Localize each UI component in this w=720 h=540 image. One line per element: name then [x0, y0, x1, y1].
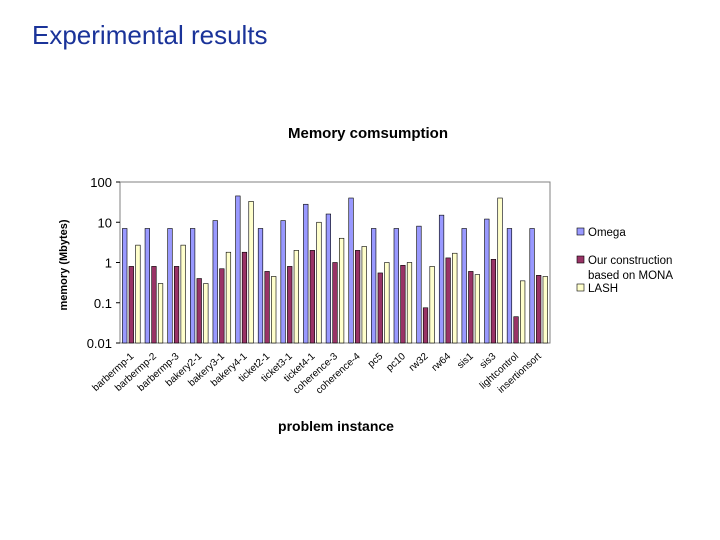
x-tick-label: sis1: [455, 351, 476, 371]
bar-ticket3-1-lash: [293, 250, 299, 344]
bar-barbermp-1-mona: [128, 266, 134, 344]
bar-bakery3-1-mona: [219, 268, 225, 344]
bar-lightcontrol-omega: [506, 228, 513, 344]
bar-insertionsort-mona: [536, 275, 542, 344]
bars: [122, 195, 548, 344]
x-tick-label: pc10: [384, 351, 408, 374]
bar-barbermp-1-lash: [135, 244, 141, 344]
bar-ticket4-1-omega: [303, 203, 309, 344]
bar-barbermp-2-mona: [151, 266, 157, 344]
bar-bakery3-1-omega: [212, 220, 218, 344]
legend-label: Omega: [588, 227, 626, 239]
bar-pc5-mona: [377, 272, 383, 344]
bar-coherence-4-lash: [361, 246, 367, 344]
bar-coherence-4-mona: [355, 250, 361, 344]
legend-swatch: [576, 255, 585, 264]
bar-rw64-mona: [445, 257, 451, 344]
bar-sis3-lash: [497, 197, 503, 344]
bar-sis3-omega: [484, 218, 490, 344]
bar-sis1-mona: [468, 271, 474, 344]
x-axis-label: problem instance: [278, 418, 394, 434]
bar-bakery3-1-lash: [225, 251, 232, 344]
bar-coherence-3-lash: [338, 237, 345, 344]
bar-bakery2-1-omega: [190, 228, 196, 344]
bar-ticket2-1-omega: [257, 228, 264, 344]
bar-barbermp-3-omega: [167, 228, 173, 344]
bar-coherence-3-omega: [325, 213, 332, 344]
y-tick-label: 0.01: [87, 336, 112, 351]
bar-coherence-4-omega: [348, 197, 354, 344]
bar-bakery4-1-omega: [235, 195, 241, 344]
bar-lightcontrol-mona: [513, 316, 519, 344]
y-tick-label: 10: [98, 215, 112, 230]
bar-rw32-mona: [422, 307, 429, 344]
x-tick-label: rw64: [430, 351, 454, 374]
bar-barbermp-2-lash: [157, 283, 164, 344]
y-tick-label: 1: [105, 256, 112, 271]
bar-pc5-omega: [371, 228, 377, 344]
bar-pc10-mona: [400, 265, 406, 344]
bar-lightcontrol-lash: [520, 280, 526, 344]
bar-insertionsort-omega: [529, 228, 535, 344]
bar-ticket3-1-omega: [280, 220, 286, 344]
bar-ticket4-1-lash: [316, 221, 322, 344]
legend-swatch: [576, 227, 585, 236]
legend-swatch: [576, 283, 585, 292]
bar-pc10-lash: [406, 262, 413, 344]
bar-bakery4-1-lash: [248, 201, 254, 344]
bar-sis1-lash: [474, 274, 480, 344]
y-tick-label: 100: [90, 175, 112, 190]
bar-ticket3-1-mona: [287, 266, 293, 344]
bar-pc5-lash: [384, 262, 390, 344]
x-tick-label: rw32: [407, 351, 431, 374]
bar-sis3-mona: [490, 259, 497, 344]
bar-insertionsort-lash: [542, 276, 548, 344]
y-axis-ticks: 100 10 1 0.1 0.01: [87, 175, 120, 351]
bar-barbermp-1-omega: [122, 228, 128, 344]
bar-rw64-lash: [452, 252, 458, 344]
bar-ticket4-1-mona: [309, 250, 315, 344]
slide-title: Experimental results: [32, 20, 268, 50]
bar-barbermp-2-omega: [144, 228, 150, 344]
x-axis-ticks: barbermp-1barbermp-2barbermp-3bakery2-1b…: [91, 351, 544, 397]
legend-label: LASH: [588, 283, 618, 295]
bar-barbermp-3-mona: [173, 266, 180, 344]
bar-barbermp-3-lash: [180, 244, 186, 344]
bar-bakery4-1-mona: [241, 251, 248, 344]
x-tick-label: pc5: [366, 351, 386, 370]
y-axis-label: memory (Mbytes): [58, 219, 70, 310]
legend-label: Our construction based on MONA: [588, 255, 673, 282]
bar-pc10-omega: [393, 228, 399, 344]
bar-bakery2-1-mona: [196, 278, 202, 344]
bar-ticket2-1-lash: [271, 276, 277, 344]
bar-rw32-lash: [429, 266, 435, 344]
bar-rw32-omega: [416, 225, 422, 344]
bar-coherence-3-mona: [332, 262, 338, 344]
y-tick-label: 0.1: [94, 296, 112, 311]
bar-ticket2-1-mona: [264, 271, 270, 344]
chart-title: Memory comsumption: [288, 125, 448, 142]
bar-bakery2-1-lash: [203, 283, 209, 344]
bar-sis1-omega: [461, 228, 467, 344]
bar-rw64-omega: [438, 214, 445, 344]
